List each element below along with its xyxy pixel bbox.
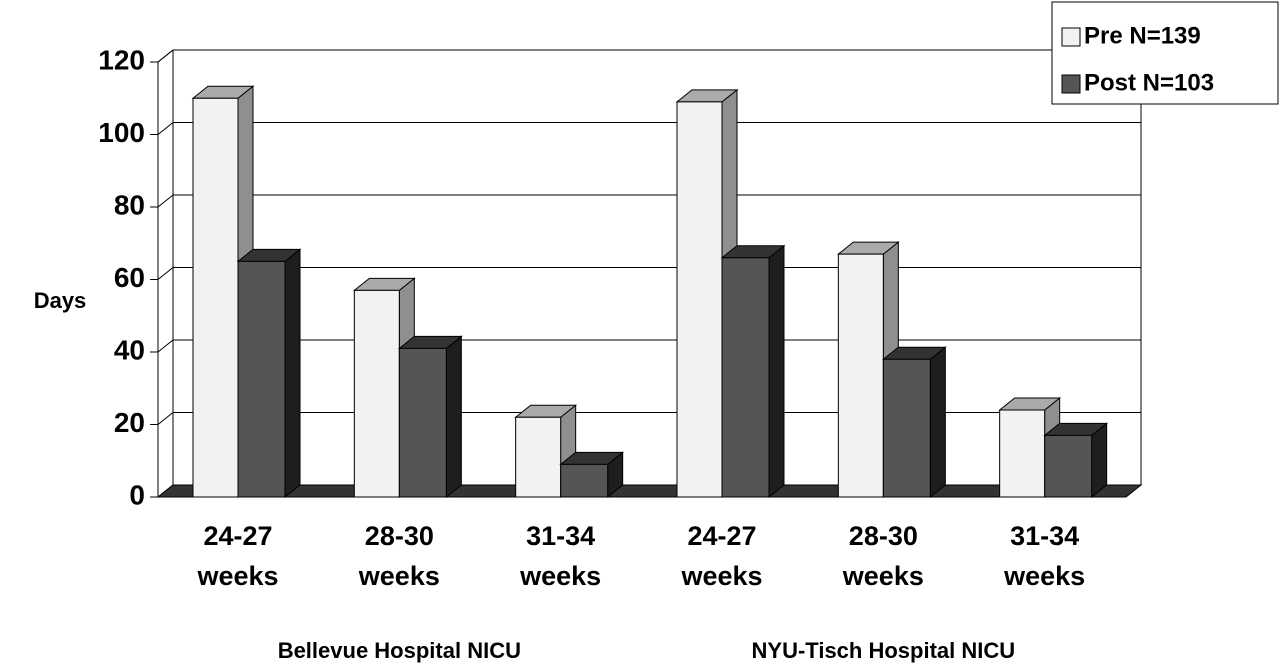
y-tick-label: 100: [98, 117, 145, 148]
bar-front: [676, 101, 723, 498]
bar-side: [1091, 422, 1108, 499]
x-tick-label: 31-34 weeks: [1004, 521, 1086, 591]
bar-front: [999, 409, 1046, 498]
y-tick-label: 0: [129, 479, 145, 510]
grid-line: [157, 412, 1141, 425]
legend-label: Post N=103: [1084, 69, 1214, 96]
x-tick-label: 24-27 weeks: [197, 521, 279, 591]
grid-line: [157, 339, 1141, 353]
bar-side: [768, 244, 785, 499]
floor: [156, 484, 1143, 498]
bar: [1043, 422, 1109, 499]
bar-side: [929, 346, 946, 499]
bar-front: [560, 463, 609, 498]
grid-line: [157, 267, 1141, 280]
bar: [881, 346, 947, 499]
x-tick-label: 28-30 weeks: [842, 521, 924, 591]
bar: [397, 335, 463, 499]
legend-box: [1051, 1, 1279, 105]
bar-side: [284, 248, 301, 499]
legend-swatch: [1061, 74, 1081, 94]
group-label: NYU-Tisch Hospital NICU: [752, 638, 1016, 663]
y-tick-label: 20: [114, 407, 145, 438]
bar: [720, 244, 786, 499]
group-label: Bellevue Hospital NICU: [278, 638, 521, 663]
y-axis-label: Days: [34, 288, 87, 313]
grid-line: [157, 122, 1141, 135]
x-tick-label: 31-34 weeks: [520, 521, 602, 591]
bar-front: [398, 347, 447, 498]
x-tick-label: 24-27 weeks: [681, 521, 763, 591]
bar: [559, 451, 625, 499]
bar-front: [237, 260, 286, 498]
bar-front: [721, 257, 770, 498]
bar-front: [515, 416, 562, 498]
x-tick-label: 28-30 weeks: [358, 521, 440, 591]
y-tick-label: 40: [114, 334, 145, 365]
bar: [514, 404, 578, 499]
y-tick-label: 120: [98, 44, 145, 75]
legend-swatch: [1061, 27, 1081, 47]
bar-front: [192, 97, 239, 498]
legend-label: Pre N=139: [1084, 22, 1201, 49]
bar: [236, 248, 302, 499]
bar-front: [882, 358, 931, 498]
bar-front: [837, 253, 884, 498]
bar-front: [1044, 434, 1093, 498]
y-tick-label: 80: [114, 189, 145, 220]
y-tick-label: 60: [114, 262, 145, 293]
bar-front: [353, 289, 400, 498]
grid-line: [157, 194, 1141, 208]
grid-line: [157, 49, 1141, 63]
bar-side: [445, 335, 462, 499]
